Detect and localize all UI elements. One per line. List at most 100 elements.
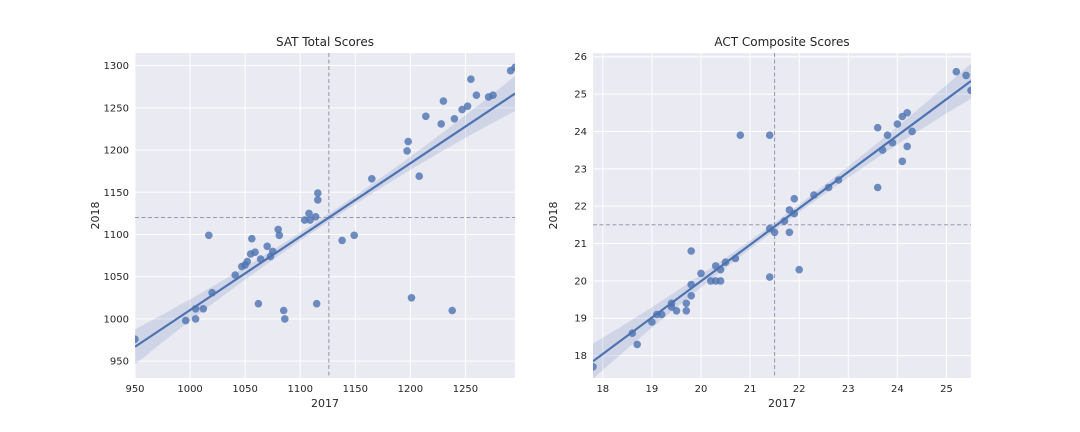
data-point bbox=[422, 112, 430, 121]
act-chart: 18 19 20 21 22 23 24 25 18 19 20 21 22 23 24 25 26 ACT Co… bbox=[547, 35, 971, 410]
data-point bbox=[511, 63, 515, 72]
y-tick-label: 18 bbox=[574, 351, 587, 362]
y-tick-label: 20 bbox=[574, 276, 587, 287]
data-point bbox=[281, 315, 289, 323]
data-point bbox=[467, 75, 475, 83]
y-tick-label: 22 bbox=[574, 202, 587, 213]
y-tick-label: 1000 bbox=[104, 314, 129, 325]
data-point bbox=[873, 123, 882, 132]
data-point bbox=[903, 109, 911, 117]
data-point bbox=[908, 127, 916, 136]
y-tick-label: 21 bbox=[574, 239, 587, 250]
data-point bbox=[458, 105, 466, 114]
data-point bbox=[790, 194, 799, 203]
x-tick-label: 950 bbox=[125, 384, 144, 395]
data-point bbox=[682, 307, 691, 315]
plot-area bbox=[135, 53, 515, 378]
x-tick-label: 25 bbox=[940, 384, 953, 395]
data-point bbox=[770, 228, 779, 237]
data-point bbox=[311, 213, 320, 221]
y-tick-label: 25 bbox=[574, 90, 587, 101]
data-point bbox=[736, 131, 745, 139]
x-axis-label: 2017 bbox=[768, 397, 796, 410]
data-point bbox=[407, 294, 416, 302]
y-tick-label: 24 bbox=[574, 127, 587, 138]
x-tick-label: 23 bbox=[842, 384, 855, 395]
y-tick-label: 1250 bbox=[104, 103, 129, 114]
data-point bbox=[306, 216, 314, 224]
data-point bbox=[962, 71, 970, 80]
plot-area bbox=[593, 53, 971, 378]
y-tick-label: 1100 bbox=[104, 230, 129, 241]
x-tick-label: 20 bbox=[695, 384, 708, 395]
data-point bbox=[404, 137, 413, 146]
x-axis-label: 2017 bbox=[311, 397, 339, 410]
plot-background bbox=[135, 53, 515, 378]
x-tick-label: 24 bbox=[891, 384, 904, 395]
data-point bbox=[368, 175, 376, 183]
x-tick-label: 22 bbox=[793, 384, 806, 395]
data-point bbox=[205, 231, 213, 240]
data-point bbox=[883, 131, 892, 139]
data-point bbox=[687, 247, 695, 255]
y-tick-label: 1200 bbox=[104, 146, 129, 157]
data-point bbox=[448, 306, 457, 315]
data-point bbox=[274, 225, 283, 234]
x-tick-label: 21 bbox=[744, 384, 757, 395]
y-tick-label: 23 bbox=[574, 164, 587, 175]
data-point bbox=[300, 216, 309, 224]
chart-title: SAT Total Scores bbox=[276, 35, 374, 49]
y-tick-label: 19 bbox=[574, 314, 587, 325]
data-point bbox=[952, 67, 961, 76]
data-point bbox=[254, 299, 263, 308]
sat-chart: 950 1000 1050 1100 1150 1200 1250 950 1000 1050 11… bbox=[89, 35, 515, 410]
data-point bbox=[248, 234, 256, 243]
data-point bbox=[199, 305, 208, 313]
data-point bbox=[350, 231, 359, 240]
data-point bbox=[682, 299, 691, 308]
chart-title: ACT Composite Scores bbox=[714, 35, 849, 49]
data-point bbox=[795, 265, 803, 274]
data-point bbox=[191, 315, 200, 323]
data-point bbox=[633, 340, 641, 349]
x-tick-label: 1050 bbox=[232, 384, 257, 395]
data-point bbox=[765, 273, 774, 281]
data-point bbox=[893, 120, 902, 128]
y-axis-label: 2018 bbox=[547, 202, 560, 230]
data-point bbox=[437, 120, 446, 128]
data-point bbox=[785, 228, 794, 237]
x-tick-label: 1250 bbox=[453, 384, 478, 395]
plot-background bbox=[593, 53, 971, 378]
data-point bbox=[305, 209, 313, 218]
x-tick-label: 1000 bbox=[177, 384, 202, 395]
y-tick-label: 26 bbox=[574, 52, 587, 63]
data-point bbox=[135, 335, 139, 343]
data-point bbox=[263, 242, 272, 251]
regression-line bbox=[593, 80, 971, 363]
data-point bbox=[967, 86, 971, 95]
data-point bbox=[312, 299, 321, 308]
data-point bbox=[903, 142, 911, 151]
data-point bbox=[231, 271, 239, 279]
x-tick-label: 18 bbox=[596, 384, 609, 395]
data-point bbox=[181, 316, 190, 325]
data-point bbox=[716, 277, 725, 285]
data-point bbox=[338, 236, 346, 245]
data-point bbox=[898, 157, 907, 166]
x-tick-label: 1150 bbox=[343, 384, 368, 395]
data-point bbox=[697, 269, 705, 278]
x-tick-label: 1100 bbox=[287, 384, 312, 395]
data-point bbox=[275, 231, 284, 240]
regression-line bbox=[135, 92, 515, 348]
data-point bbox=[314, 189, 322, 197]
data-point bbox=[251, 248, 259, 256]
data-point bbox=[279, 306, 288, 315]
data-point bbox=[593, 363, 597, 371]
data-point bbox=[489, 91, 497, 99]
y-tick-label: 950 bbox=[110, 357, 129, 368]
data-point bbox=[243, 257, 252, 266]
y-axis-label: 2018 bbox=[89, 202, 102, 230]
data-point bbox=[873, 183, 882, 192]
y-tick-label: 1050 bbox=[104, 272, 129, 283]
